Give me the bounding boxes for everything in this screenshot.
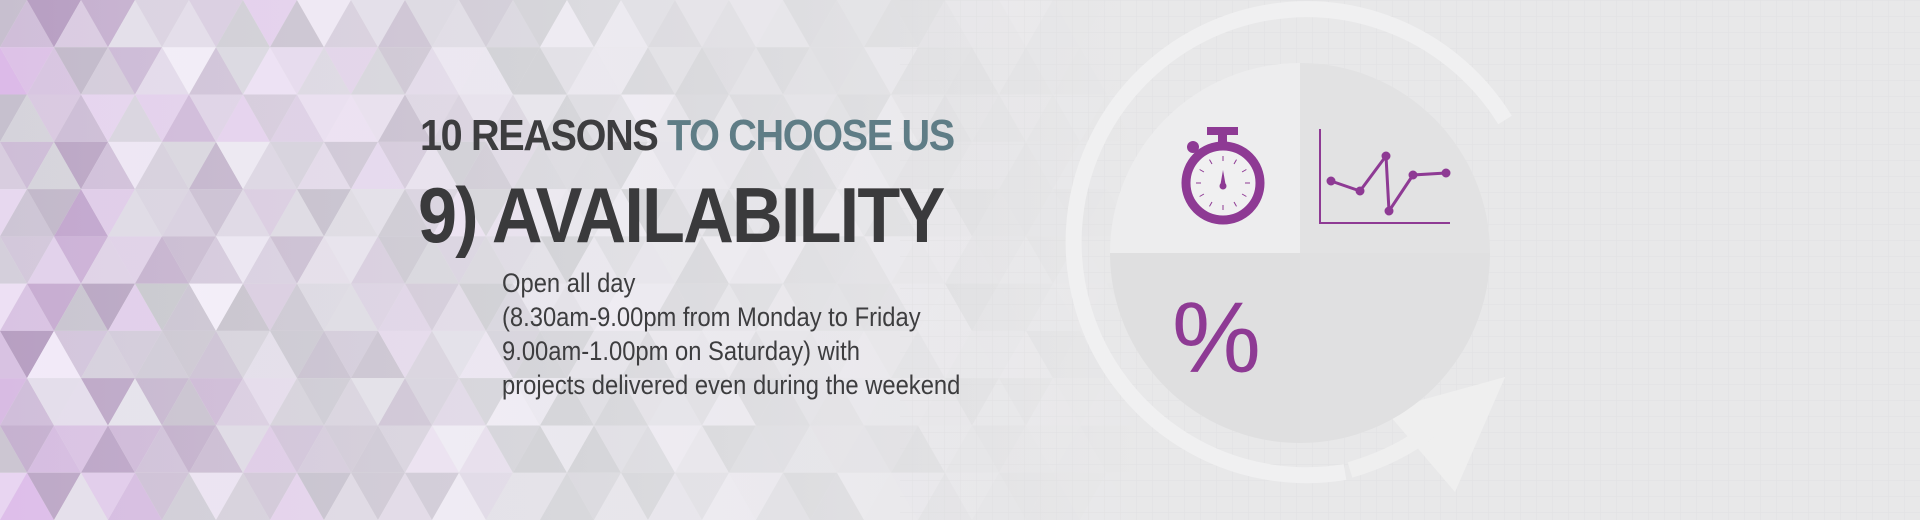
stopwatch-tick	[1233, 201, 1237, 207]
section-title: 10 REASONS TO CHOOSE US	[420, 111, 955, 161]
title-accent: TO CHOOSE US	[667, 111, 955, 160]
stopwatch-tick	[1209, 201, 1213, 207]
description-line: (8.30am-9.00pm from Monday to Friday	[502, 302, 921, 332]
description-line: 9.00am-1.00pm on Saturday) with	[502, 336, 860, 366]
stopwatch-tick	[1209, 159, 1213, 165]
title-prefix: 10 REASONS	[420, 111, 659, 160]
description-line: projects delivered even during the weeke…	[502, 370, 961, 400]
reason-heading: 9) AVAILABILITY	[418, 171, 945, 259]
stopwatch-tick	[1233, 159, 1237, 165]
description-line: Open all day	[502, 268, 636, 298]
circular-arrow-icon	[1065, 1, 1512, 492]
stopwatch-tick	[1199, 193, 1205, 197]
reason-description: Open all day (8.30am-9.00pm from Monday …	[502, 266, 960, 402]
stopwatch-tick	[1199, 169, 1205, 173]
stopwatch-tick	[1241, 193, 1247, 197]
line-chart-icon	[1319, 129, 1451, 224]
stopwatch-icon	[1181, 127, 1265, 225]
quadrant-pie	[1110, 63, 1490, 443]
stopwatch-tick	[1241, 169, 1247, 173]
percent-icon: %	[1172, 282, 1261, 394]
